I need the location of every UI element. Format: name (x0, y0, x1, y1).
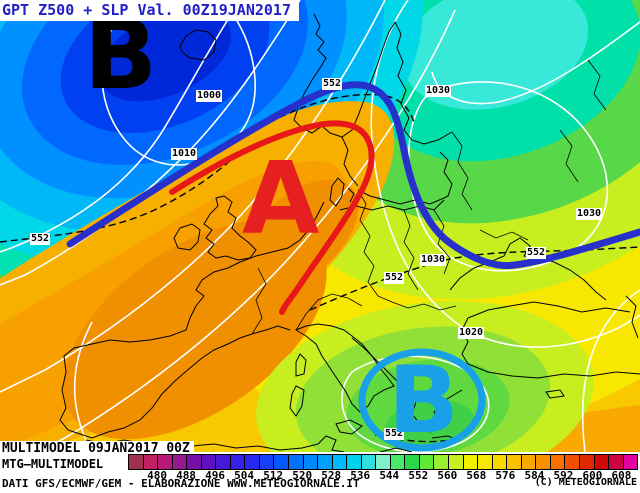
coastlines (59, 13, 640, 452)
colorbar-cell (507, 455, 522, 469)
colorbar-cell (565, 455, 580, 469)
colorbar (128, 454, 638, 470)
colorbar-ticks: 480 488 496 504 512 520 528 536 544 552 560 568 576 5… (128, 469, 636, 482)
colorbar-tick: 480 (147, 469, 167, 482)
gpt-label: 552 (526, 247, 547, 259)
isobar-label: 1020 (458, 327, 485, 339)
colorbar-tick: 576 (495, 469, 516, 482)
colorbar-cell (158, 455, 173, 469)
data-credits: DATI GFS/ECMWF/GEM - ELABORAZIONE WWW.ME… (2, 477, 360, 490)
colorbar-cell (347, 455, 362, 469)
model-run-label: MULTIMODEL 09JAN2017 00Z (0, 441, 194, 457)
colorbar-tick: 568 (466, 469, 487, 482)
colorbar-tick: 528 (321, 469, 342, 482)
pressure-center-letter: A (242, 140, 320, 257)
ridge-line (169, 120, 375, 315)
isobar-label: 1010 (171, 148, 198, 160)
colorbar-cell (143, 455, 159, 469)
colorbar-cell (361, 455, 377, 469)
colorbar-cell (289, 455, 304, 469)
colorbar-tick: 504 (234, 469, 255, 482)
colorbar-cell (259, 455, 275, 469)
colorbar-cell (274, 455, 290, 469)
colorbar-tick: 512 (263, 469, 284, 482)
colorbar-cell (550, 455, 566, 469)
colorbar-cell (216, 455, 231, 469)
colorbar-tick: 488 (176, 469, 196, 482)
colorbar-tick: 584 (524, 469, 545, 482)
gpt-label: 552 (384, 428, 405, 440)
colorbar-cell (405, 455, 420, 469)
colorbar-cell (303, 455, 319, 469)
colorbar-cell (623, 455, 638, 469)
colorbar-tick: 560 (437, 469, 458, 482)
colorbar-tick: 496 (205, 469, 226, 482)
colorbar-cell (536, 455, 551, 469)
copyright: (C) METEOGIORNALE (534, 477, 637, 488)
colorbar-cell (245, 455, 260, 469)
colorbar-cell (478, 455, 493, 469)
model-name-label: MTG—MULTIMODEL (0, 457, 108, 472)
gpt-label: 552 (30, 233, 51, 245)
colorbar-cell (492, 455, 508, 469)
map-title: GPT Z500 + SLP Val. 00Z19JAN2017 (0, 0, 299, 21)
colorbar-tick: 608 (611, 469, 632, 482)
colorbar-cell (187, 455, 202, 469)
gpt-label: 552 (384, 272, 405, 284)
colorbar-cell (594, 455, 610, 469)
gpt-label: 552 (322, 78, 343, 90)
isobar-label: 1030 (425, 85, 452, 97)
colorbar-tick: 520 (292, 469, 313, 482)
colorbar-cell (129, 455, 144, 469)
jet-stream-line (66, 81, 640, 270)
colorbar-cell (434, 455, 450, 469)
colorbar-cell (201, 455, 217, 469)
colorbar-tick: 592 (553, 469, 574, 482)
isobar-label: 1030 (420, 254, 447, 266)
pressure-center-letter: B (84, 0, 158, 111)
colorbar-cell (318, 455, 333, 469)
colorbar-tick: 552 (408, 469, 429, 482)
colorbar-cell (172, 455, 188, 469)
isobar-label: 1000 (196, 90, 223, 102)
colorbar-cell (390, 455, 406, 469)
colorbar-cell (521, 455, 537, 469)
colorbar-cell (376, 455, 391, 469)
map-canvas (0, 0, 640, 452)
colorbar-cell (579, 455, 595, 469)
colorbar-cell (230, 455, 246, 469)
colorbar-cell (419, 455, 435, 469)
colorbar-cell (449, 455, 464, 469)
colorbar-tick: 600 (582, 469, 603, 482)
colorbar-tick: 544 (379, 469, 400, 482)
colorbar-tick: 536 (350, 469, 371, 482)
colorbar-cell (463, 455, 479, 469)
isobar-label: 1030 (576, 208, 603, 220)
pressure-center-letter: B (388, 346, 459, 454)
cutoff-low-ellipse (358, 348, 486, 452)
colorbar-cell (609, 455, 624, 469)
colorbar-cell (332, 455, 348, 469)
